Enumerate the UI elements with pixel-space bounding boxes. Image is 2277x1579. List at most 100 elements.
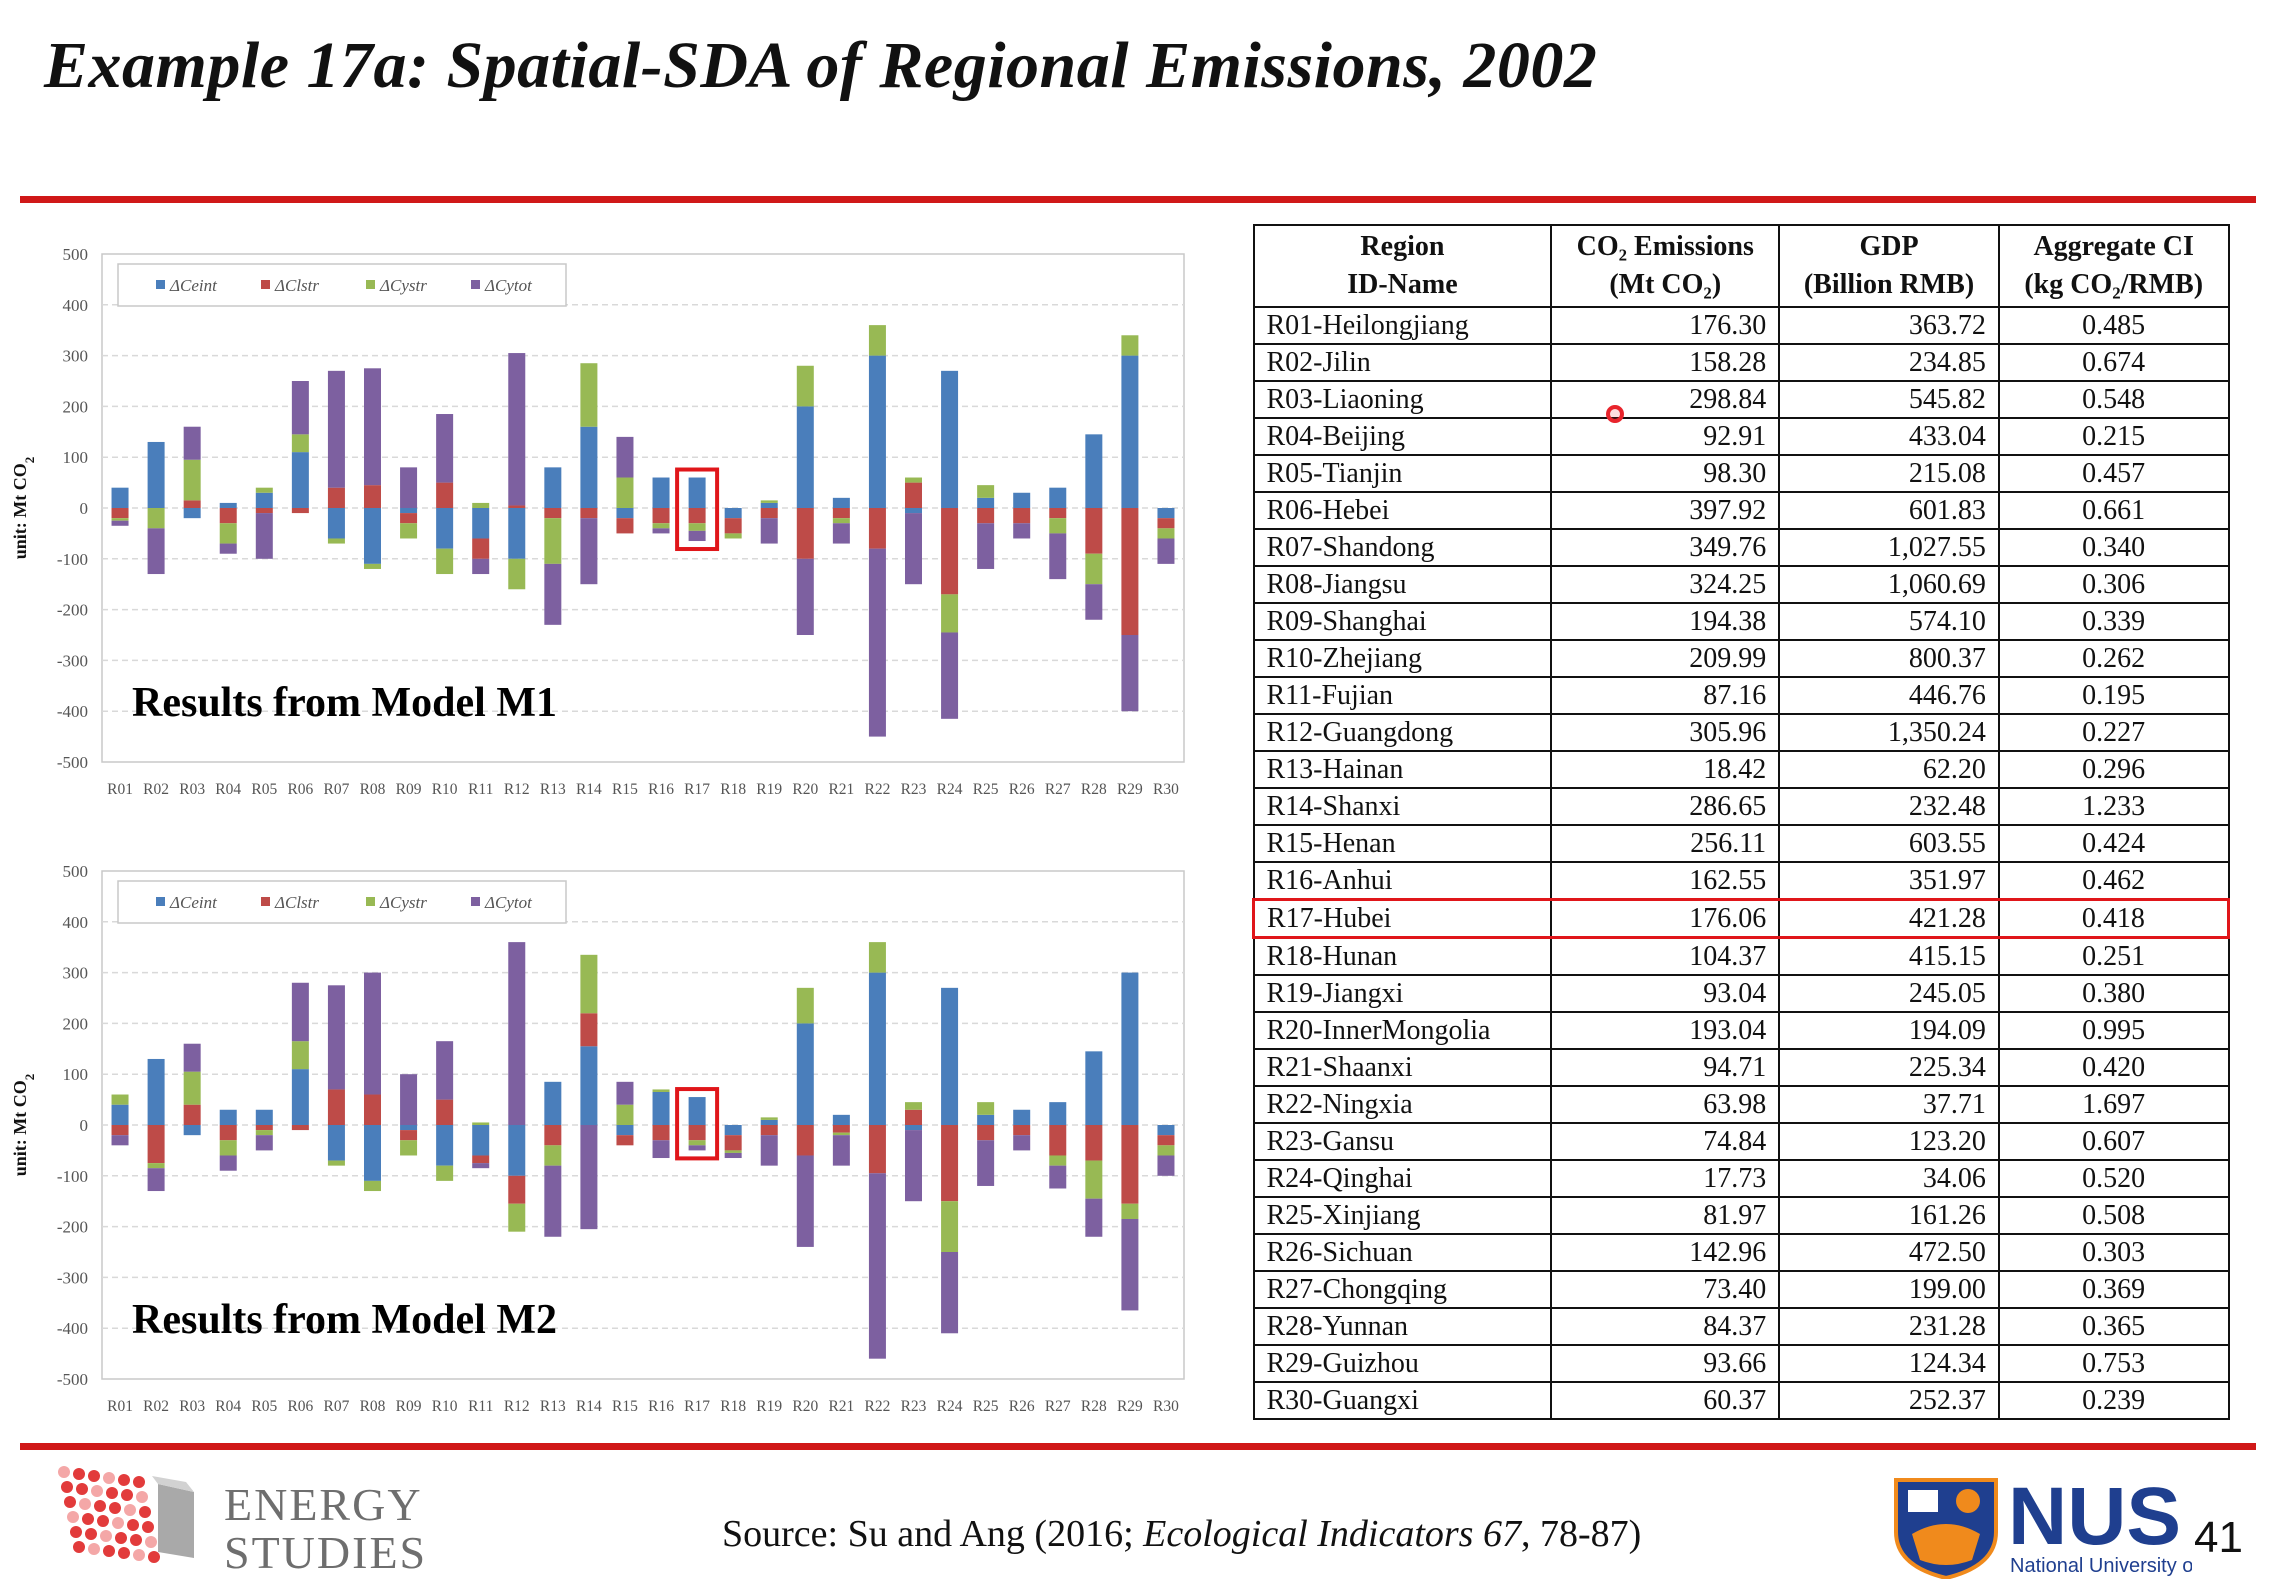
bar-r27-s2: [1049, 1125, 1067, 1156]
x-tick-label: R24: [937, 781, 963, 798]
emissions-cell: 94.71: [1550, 1048, 1781, 1087]
logo-dot: [133, 1549, 145, 1561]
bar-r18-s1: [724, 1125, 742, 1136]
legend-swatch: [366, 897, 375, 906]
region-cell: R09-Shanghai: [1252, 602, 1553, 641]
table-header: Region ID-Name CO₂ Emissions (Mt CO₂) GDP (Bi…: [1252, 224, 2230, 308]
table-row: R23-Gansu 74.84 123.20 0.607: [1252, 1122, 2230, 1161]
emissions-cell: 298.84: [1550, 380, 1781, 419]
emissions-table: Region ID-Name CO₂ Emissions (Mt CO₂) GDP (Bi…: [1252, 224, 2230, 1420]
emissions-cell: 305.96: [1550, 713, 1781, 752]
bar-r13-s2: [544, 1125, 562, 1146]
table-row: R10-Zhejiang 209.99 800.37 0.262: [1252, 639, 2230, 678]
x-tick-label: R07: [324, 1398, 350, 1415]
y-tick-label: 100: [63, 448, 89, 467]
bar-r16-s4: [652, 528, 670, 534]
y-tick-label: -300: [57, 1268, 88, 1287]
bar-r05-s4: [255, 513, 273, 559]
bar-r14-s3: [580, 954, 598, 1014]
bar-r04-s2: [219, 1125, 237, 1141]
x-tick-label: R01: [107, 1398, 133, 1415]
bar-r07-s1: [327, 1125, 345, 1161]
legend-swatch: [156, 280, 165, 289]
region-cell: R01-Heilongjiang: [1252, 306, 1553, 345]
x-tick-label: R19: [756, 1398, 782, 1415]
logo-cube-top: [152, 1476, 194, 1492]
table-row: R12-Guangdong 305.96 1,350.24 0.227: [1252, 713, 2230, 752]
bar-r03-s3: [183, 1071, 201, 1105]
logo-dot: [58, 1466, 70, 1478]
table-header-row: Region ID-Name CO₂ Emissions (Mt CO₂) GDP (Bi…: [1252, 224, 2230, 308]
bar-r01-s4: [111, 1135, 129, 1146]
bar-r29-s2: [1121, 508, 1139, 635]
ci-cell: 0.296: [1997, 750, 2230, 789]
emissions-cell: 81.97: [1550, 1196, 1781, 1235]
bar-r14-s3: [580, 363, 598, 427]
y-tick-label: 0: [80, 1116, 89, 1135]
ci-cell: 0.424: [1997, 824, 2230, 863]
bar-r10-s4: [436, 1041, 454, 1100]
emissions-cell: 93.04: [1550, 974, 1781, 1013]
table-row: R02-Jilin 158.28 234.85 0.674: [1252, 343, 2230, 382]
bar-r10-s3: [436, 548, 454, 575]
bar-r16-s1: [652, 477, 670, 508]
logo-dot: [106, 1487, 118, 1499]
bar-r16-s3: [652, 1089, 670, 1092]
ci-cell: 0.306: [1997, 565, 2230, 604]
x-tick-label: R29: [1117, 781, 1143, 798]
gdp-cell: 1,060.69: [1778, 565, 2000, 604]
bar-r29-s1: [1121, 355, 1139, 508]
emissions-cell: 193.04: [1550, 1011, 1781, 1050]
emissions-cell: 74.84: [1550, 1122, 1781, 1161]
bar-r09-s1: [400, 1125, 418, 1131]
bar-r06-s3: [291, 1041, 309, 1070]
source-suffix: , 78-87): [1520, 1513, 1642, 1555]
table-row: R09-Shanghai 194.38 574.10 0.339: [1252, 602, 2230, 641]
bar-r12-s2: [508, 1175, 526, 1204]
emissions-cell: 17.73: [1550, 1159, 1781, 1198]
bar-r09-s2: [400, 513, 418, 524]
bar-r01-s2: [111, 1125, 129, 1136]
ci-cell: 0.508: [1997, 1196, 2230, 1235]
header-line2: (Billion RMB): [1803, 269, 1975, 300]
bar-r19-s1: [760, 1119, 778, 1125]
crest-book-icon: [1908, 1490, 1938, 1512]
gdp-cell: 231.28: [1778, 1307, 2000, 1346]
region-cell: R16-Anhui: [1252, 861, 1553, 901]
bar-r01-s3: [111, 518, 129, 521]
bar-r27-s2: [1049, 508, 1067, 519]
bar-r06-s4: [291, 381, 309, 435]
legend-box: [117, 263, 567, 307]
x-tick-label: R11: [468, 781, 493, 798]
y-axis-label: unit: Mt CO2: [10, 1074, 37, 1177]
bar-r24-s2: [941, 1125, 959, 1202]
bar-r08-s3: [364, 563, 381, 569]
bottom-divider: [20, 1443, 2256, 1450]
legend-entry: ΔCytot: [484, 276, 533, 295]
region-cell: R26-Sichuan: [1252, 1233, 1553, 1272]
logo-dot: [103, 1472, 115, 1484]
x-tick-label: R20: [792, 781, 818, 798]
legend-box: [117, 880, 567, 924]
region-cell: R12-Guangdong: [1252, 713, 1553, 752]
emissions-cell: 18.42: [1550, 750, 1781, 789]
bar-r28-s3: [1085, 553, 1103, 585]
legend-entry: ΔCeint: [169, 893, 218, 912]
bar-r30-s4: [1157, 538, 1175, 564]
logo-dot: [97, 1515, 109, 1527]
table-row: R04-Beijing 92.91 433.04 0.215: [1252, 417, 2230, 456]
bar-r05-s2: [255, 1125, 273, 1131]
gdp-cell: 123.20: [1778, 1122, 2000, 1161]
bar-r05-s2: [255, 508, 273, 514]
logo-dot: [109, 1502, 121, 1514]
bar-r14-s2: [580, 508, 598, 519]
logo-dot: [100, 1530, 112, 1542]
bar-r28-s1: [1085, 434, 1103, 508]
x-tick-label: R02: [143, 781, 169, 798]
region-cell: R02-Jilin: [1252, 343, 1553, 382]
ci-cell: 0.339: [1997, 602, 2230, 641]
bar-r27-s4: [1049, 1165, 1067, 1189]
bar-r21-s1: [832, 1114, 850, 1125]
bar-r24-s1: [941, 370, 959, 508]
